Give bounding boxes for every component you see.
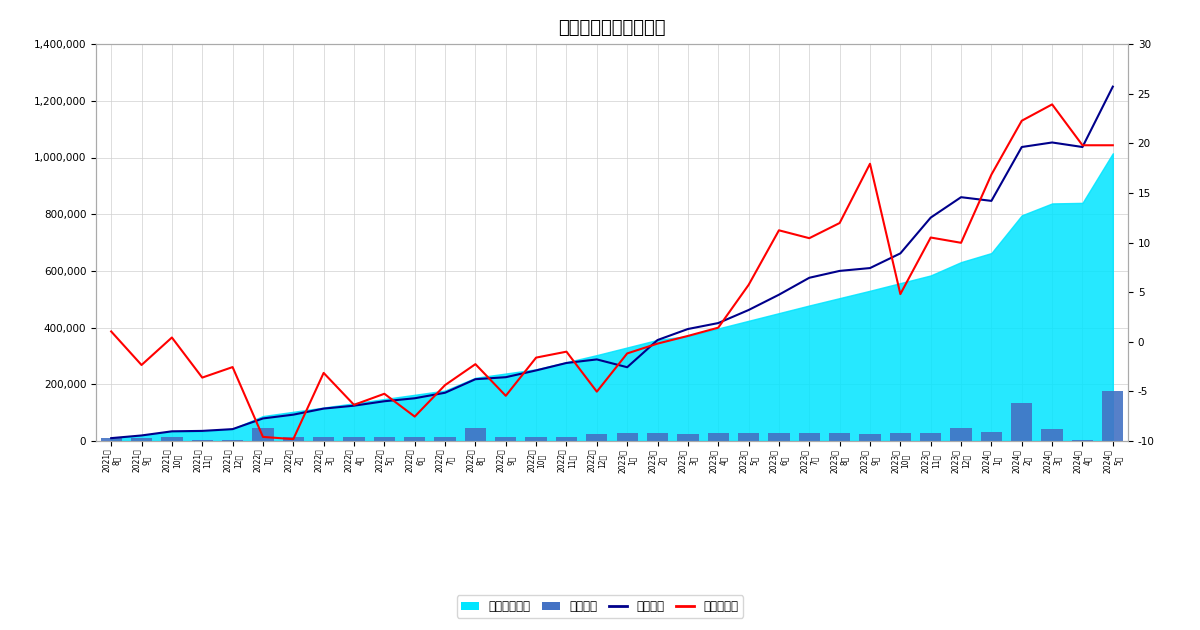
- Bar: [677, 433, 698, 441]
- Bar: [131, 438, 152, 441]
- Bar: [526, 437, 547, 441]
- Bar: [708, 433, 728, 441]
- Bar: [859, 433, 881, 441]
- Bar: [222, 440, 244, 441]
- Bar: [404, 437, 425, 441]
- Bar: [434, 437, 456, 441]
- Bar: [313, 437, 335, 441]
- Bar: [950, 428, 972, 441]
- Bar: [889, 433, 911, 441]
- Bar: [1012, 403, 1032, 441]
- Bar: [343, 437, 365, 441]
- Bar: [799, 433, 820, 441]
- Bar: [252, 428, 274, 441]
- Bar: [980, 432, 1002, 441]
- Bar: [496, 437, 516, 441]
- Bar: [192, 440, 212, 441]
- Bar: [556, 437, 577, 441]
- Bar: [617, 433, 638, 441]
- Bar: [1102, 391, 1123, 441]
- Legend: 受渡金額合計, 受渡金額, 評価金額, 評価損益率: 受渡金額合計, 受渡金額, 評価金額, 評価損益率: [457, 595, 743, 618]
- Bar: [829, 433, 851, 441]
- Bar: [586, 434, 607, 441]
- Bar: [1042, 429, 1063, 441]
- Bar: [738, 433, 760, 441]
- Bar: [161, 437, 182, 441]
- Bar: [464, 428, 486, 441]
- Bar: [768, 433, 790, 441]
- Bar: [920, 433, 941, 441]
- Bar: [647, 433, 668, 441]
- Bar: [283, 437, 304, 441]
- Bar: [101, 438, 122, 441]
- Title: ひふみ４銘柄運用実績: ひふみ４銘柄運用実績: [558, 19, 666, 37]
- Bar: [373, 437, 395, 441]
